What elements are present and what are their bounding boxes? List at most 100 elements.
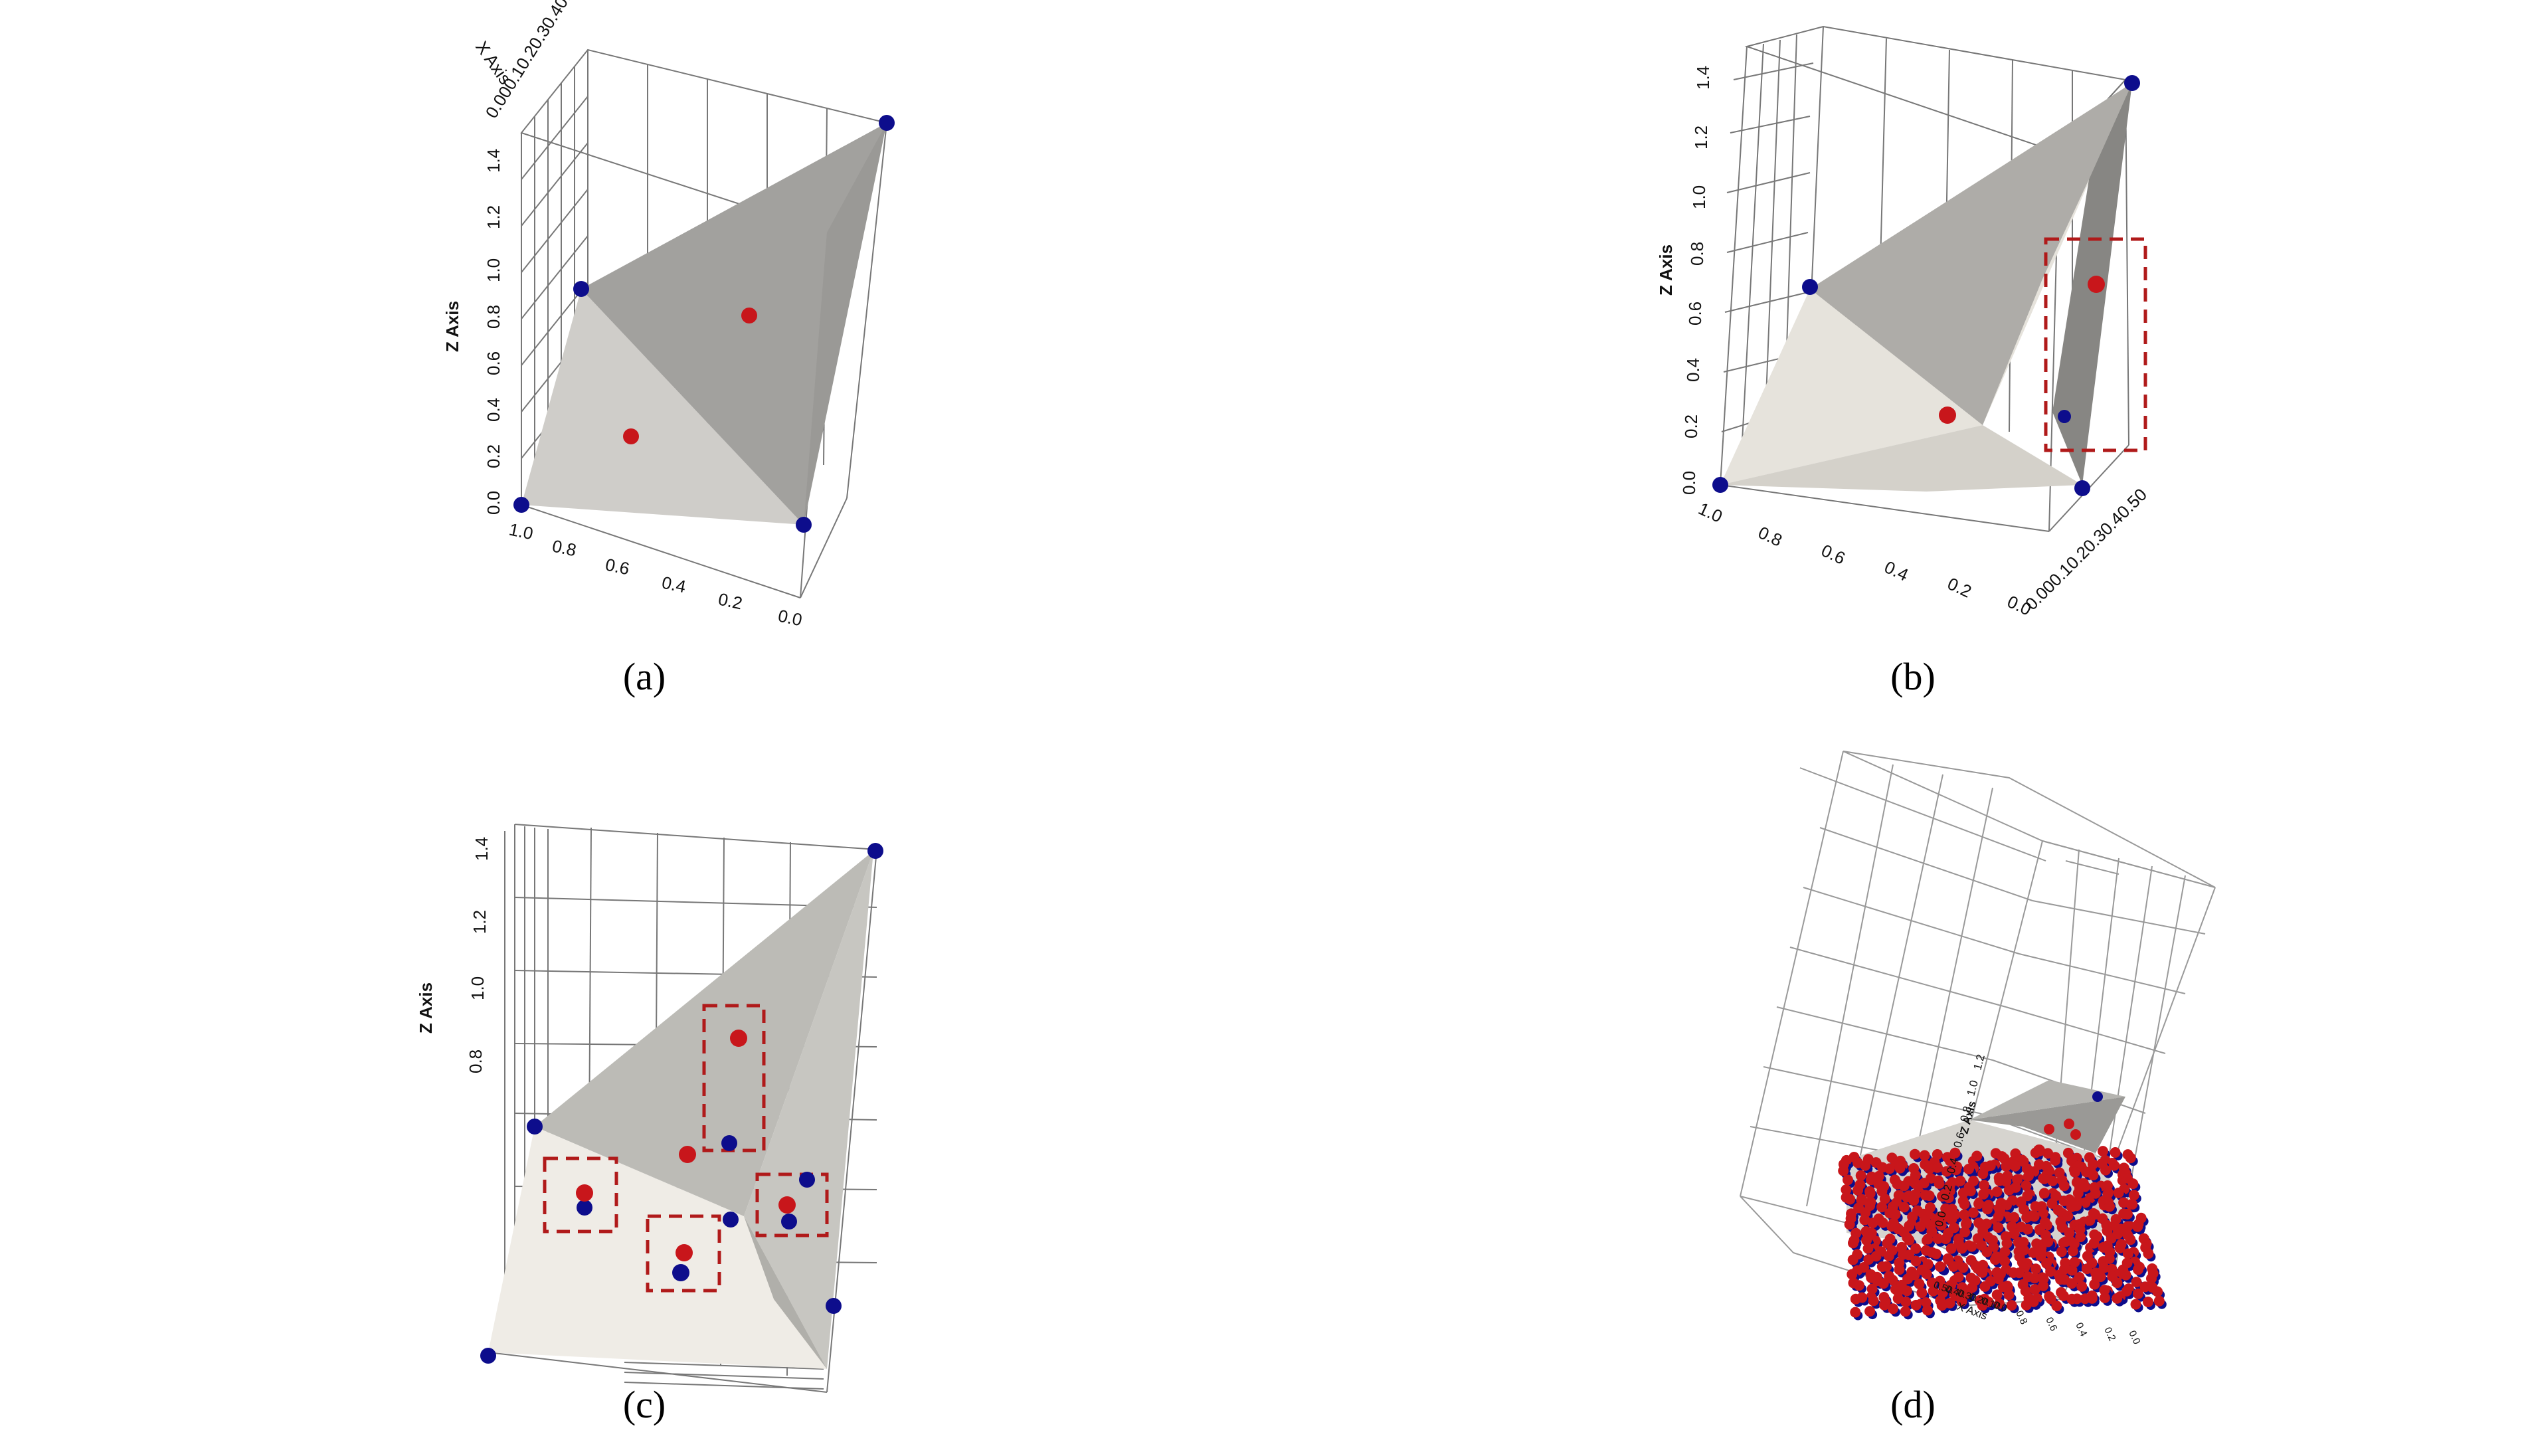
cloud-point [1959,1209,1970,1220]
interior-point [1939,407,1956,424]
cloud-point [1878,1299,1890,1311]
vertex-points-c [480,843,883,1364]
cloud-point [2021,1180,2032,1191]
interior-point [2033,1144,2045,1156]
cloud-point [1908,1195,1920,1206]
vertex-point [799,1172,815,1188]
vertex-point [781,1214,797,1229]
x-tick: 0.0 [1992,1299,2009,1315]
cloud-point [2112,1277,2123,1289]
cloud-point [1855,1170,1866,1181]
cloud-point [1959,1226,1971,1237]
cloud-point [1916,1287,1928,1299]
cloud-point [1932,1162,1943,1173]
cloud-point [1921,1268,1932,1279]
cloud-point [1904,1235,1915,1245]
z-tick: 0.8 [484,305,503,329]
cloud-point [1945,1243,1957,1254]
cloud-point [1961,1289,1973,1300]
highlight-boxes-c [543,1004,829,1293]
cloud-point [1926,1277,1938,1289]
z-tick: 0.4 [1683,358,1703,382]
z-tick: 1.4 [484,149,503,173]
cloud-point [1878,1278,1889,1289]
cloud-point [1870,1251,1882,1262]
cloud-point [1991,1186,2003,1198]
cloud-point [2058,1290,2069,1301]
cloud-point [2125,1152,2136,1164]
z-tick: 1.2 [484,205,503,229]
cloud-point [1856,1292,1868,1303]
cloud-point [2104,1201,2115,1212]
z-axis-title-b: Z Axis [1656,244,1676,296]
cloud-point [2127,1199,2138,1210]
cloud-point [2114,1242,2125,1253]
cloud-point [2122,1221,2133,1232]
cloud-point [2076,1281,2088,1292]
cloud-point [1883,1251,1894,1261]
cloud-point [2029,1284,2040,1295]
cloud-point [2080,1181,2090,1192]
vertex-point [527,1119,543,1135]
interior-points-c [576,1030,796,1261]
cloud-point [2133,1288,2143,1299]
z-tick: 0.2 [1681,414,1701,438]
vertex-point [1802,279,1818,295]
cloud-point [2013,1267,2025,1279]
cloud-point [1959,1198,1970,1210]
cloud-point [2062,1210,2074,1222]
cloud-point [2110,1147,2121,1158]
y-tick: 1.0 [1695,498,1725,526]
surface-side-c [744,851,873,1369]
z-tick: 1.0 [468,976,488,1000]
interior-points-a [623,308,757,444]
cloud-point [1949,1147,1961,1158]
cloud-point [1991,1289,2003,1301]
cloud-point [1850,1307,1861,1318]
cloud-point [2038,1188,2050,1199]
y-tick: 0.6 [604,555,632,579]
cloud-point [2075,1231,2086,1243]
cloud-point [2071,1200,2082,1212]
cloud-point [1971,1150,1983,1162]
z-axis-title-c: Z Axis [416,982,436,1034]
cloud-point [1919,1150,1930,1161]
vertex-point [826,1298,842,1314]
cloud-point [2023,1170,2034,1182]
cloud-point [2131,1277,2142,1288]
caption-c: (c) [622,1383,666,1426]
y-ticks-a: 1.0 0.8 0.6 0.4 0.2 0.0 [507,519,804,630]
cloud-point [1868,1295,1879,1307]
z-tick: 0.6 [1685,302,1705,325]
cloud-point [1963,1164,1974,1174]
highlight-box [702,1004,766,1152]
interior-points-d [2033,1119,2081,1156]
z-tick: 0.0 [1679,471,1699,495]
cloud-point [1977,1168,1989,1180]
cloud-point [1862,1243,1874,1254]
vertex-point [879,115,895,131]
cloud-point [2051,1301,2062,1312]
cloud-point [2047,1175,2058,1186]
cloud-point [2121,1285,2132,1297]
cloud-point [2028,1211,2040,1222]
cloud-point [2010,1160,2021,1172]
x-axis-ticks-b: 0.000.10.20.30.40.50 [2021,484,2151,614]
plot-c: Z Axis 0.8 1.0 1.2 1.4 [416,824,883,1393]
y-tick: 0.2 [2102,1326,2118,1343]
vertex-point [480,1348,496,1364]
interior-point [741,308,757,323]
cloud-point [1924,1163,1935,1174]
cloud-point [2042,1236,2054,1247]
cloud-point [2128,1190,2139,1201]
z-tick: 1.4 [1693,66,1713,90]
cloud-point [2009,1212,2020,1223]
cloud-point [1934,1178,1945,1189]
y-tick: 0.2 [1944,573,1974,601]
cloud-point [1961,1218,1971,1229]
cloud-point [1934,1261,1945,1272]
cloud-point [2035,1251,2046,1262]
cloud-point [1910,1148,1920,1160]
cloud-point [1966,1241,1977,1252]
vertex-point [573,281,589,297]
